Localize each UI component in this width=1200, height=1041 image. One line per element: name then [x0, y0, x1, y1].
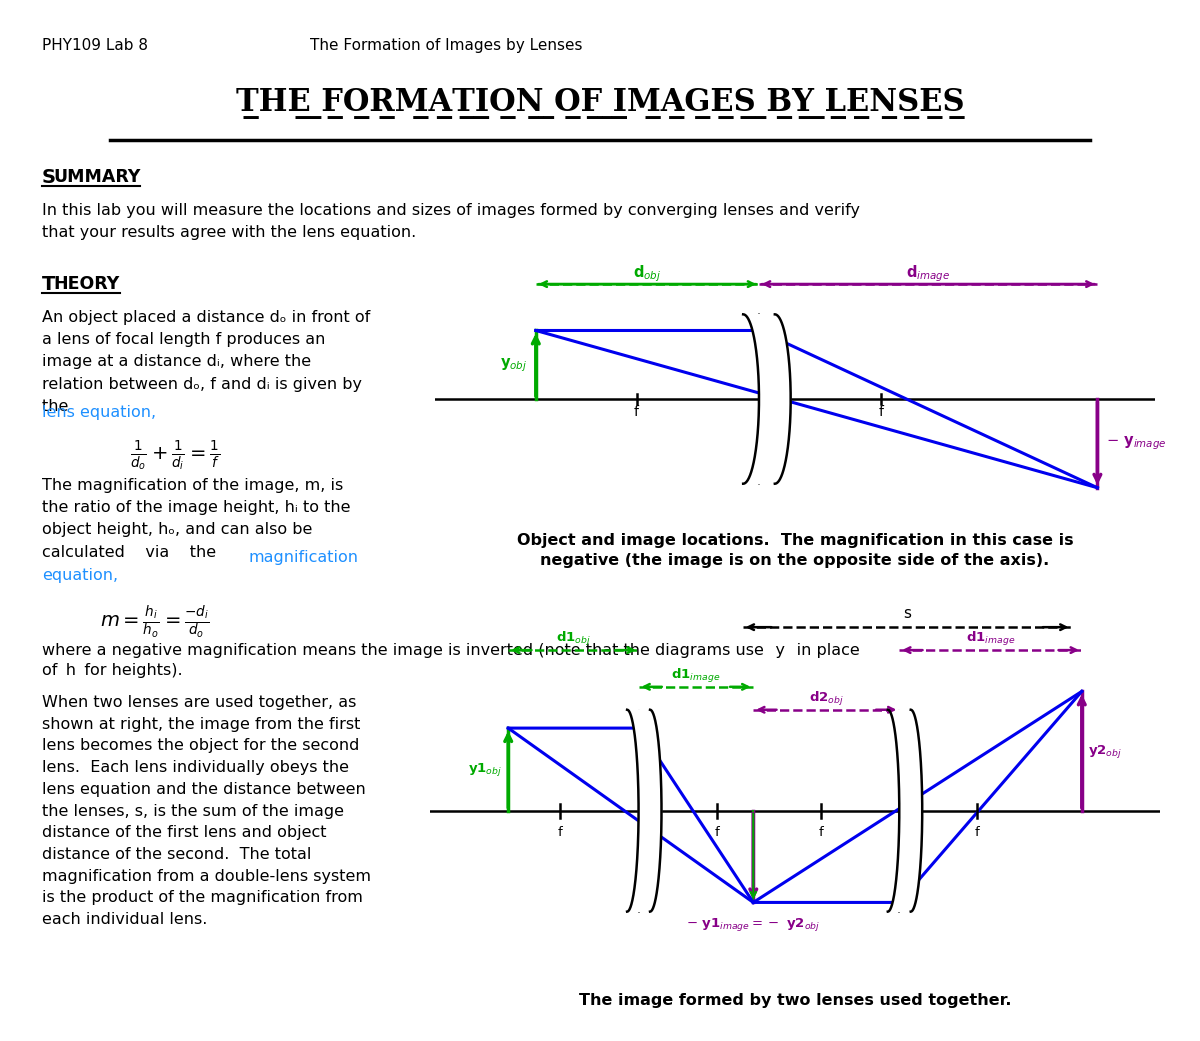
Text: $\frac{1}{d_o} + \frac{1}{d_i} = \frac{1}{f}$: $\frac{1}{d_o} + \frac{1}{d_i} = \frac{1…	[130, 440, 220, 473]
Text: d1$_{image}$: d1$_{image}$	[671, 666, 720, 685]
Text: where a negative magnification means the image is inverted (note that the diagra: where a negative magnification means the…	[42, 643, 859, 658]
Text: d1$_{obj}$: d1$_{obj}$	[556, 630, 590, 648]
Text: UMMARY: UMMARY	[53, 168, 140, 186]
Text: y1$_{obj}$: y1$_{obj}$	[468, 761, 502, 778]
Text: lens equation,: lens equation,	[42, 405, 156, 420]
Text: $-$ y$_{image}$: $-$ y$_{image}$	[1106, 434, 1166, 452]
Text: f: f	[714, 826, 719, 839]
Text: d1$_{image}$: d1$_{image}$	[966, 630, 1015, 648]
Text: $-$ y1$_{image}$$= -$ y2$_{obj}$: $-$ y1$_{image}$$= -$ y2$_{obj}$	[686, 916, 821, 933]
Text: f: f	[976, 826, 980, 839]
Text: PHY109 Lab 8: PHY109 Lab 8	[42, 39, 148, 53]
Text: of  h  for heights).: of h for heights).	[42, 663, 182, 678]
Text: HEORY: HEORY	[53, 275, 119, 293]
Text: $m = \frac{h_i}{h_o} = \frac{-d_i}{d_o}$: $m = \frac{h_i}{h_o} = \frac{-d_i}{d_o}$	[100, 603, 209, 640]
Text: magnification: magnification	[248, 550, 358, 565]
Text: d$_{image}$: d$_{image}$	[906, 263, 950, 283]
Text: Object and image locations.  The magnification in this case is
negative (the ima: Object and image locations. The magnific…	[517, 533, 1073, 567]
Text: d2$_{obj}$: d2$_{obj}$	[809, 689, 844, 708]
Text: In this lab you will measure the locations and sizes of images formed by converg: In this lab you will measure the locatio…	[42, 203, 860, 239]
Text: y$_{obj}$: y$_{obj}$	[500, 356, 527, 374]
Text: f: f	[818, 826, 823, 839]
Text: The magnification of the image, m, is
the ratio of the image height, hᵢ to the
o: The magnification of the image, m, is th…	[42, 478, 350, 560]
Text: The image formed by two lenses used together.: The image formed by two lenses used toge…	[578, 993, 1012, 1008]
Text: When two lenses are used together, as
shown at right, the image from the first
l: When two lenses are used together, as sh…	[42, 695, 371, 928]
Text: S: S	[42, 168, 56, 187]
Polygon shape	[888, 710, 923, 912]
Polygon shape	[743, 314, 791, 484]
Text: s: s	[904, 606, 911, 621]
Text: f: f	[558, 826, 563, 839]
Polygon shape	[628, 710, 661, 912]
Text: T: T	[42, 275, 55, 294]
Text: The Formation of Images by Lenses: The Formation of Images by Lenses	[310, 39, 582, 53]
Text: An object placed a distance dₒ in front of
a lens of focal length f produces an
: An object placed a distance dₒ in front …	[42, 310, 371, 414]
Text: T̲HE̲ ̲F̲O̲R̲M̲A̲T̲I̲O̲N̲ ̲O̲F̲ ̲I̲M̲A̲G̲E̲S̲ ̲B̲Y̲ ̲L̲E̲N̲S̲E̲S̲: T̲HE̲ ̲F̲O̲R̲M̲A̲T̲I̲O̲N̲ ̲O̲F̲ ̲I̲M̲A̲G…	[235, 88, 965, 119]
Text: f: f	[878, 405, 884, 418]
Text: d$_{obj}$: d$_{obj}$	[634, 263, 661, 283]
Text: equation,: equation,	[42, 568, 118, 583]
Text: y2$_{obj}$: y2$_{obj}$	[1088, 742, 1122, 760]
Text: f: f	[634, 405, 640, 418]
